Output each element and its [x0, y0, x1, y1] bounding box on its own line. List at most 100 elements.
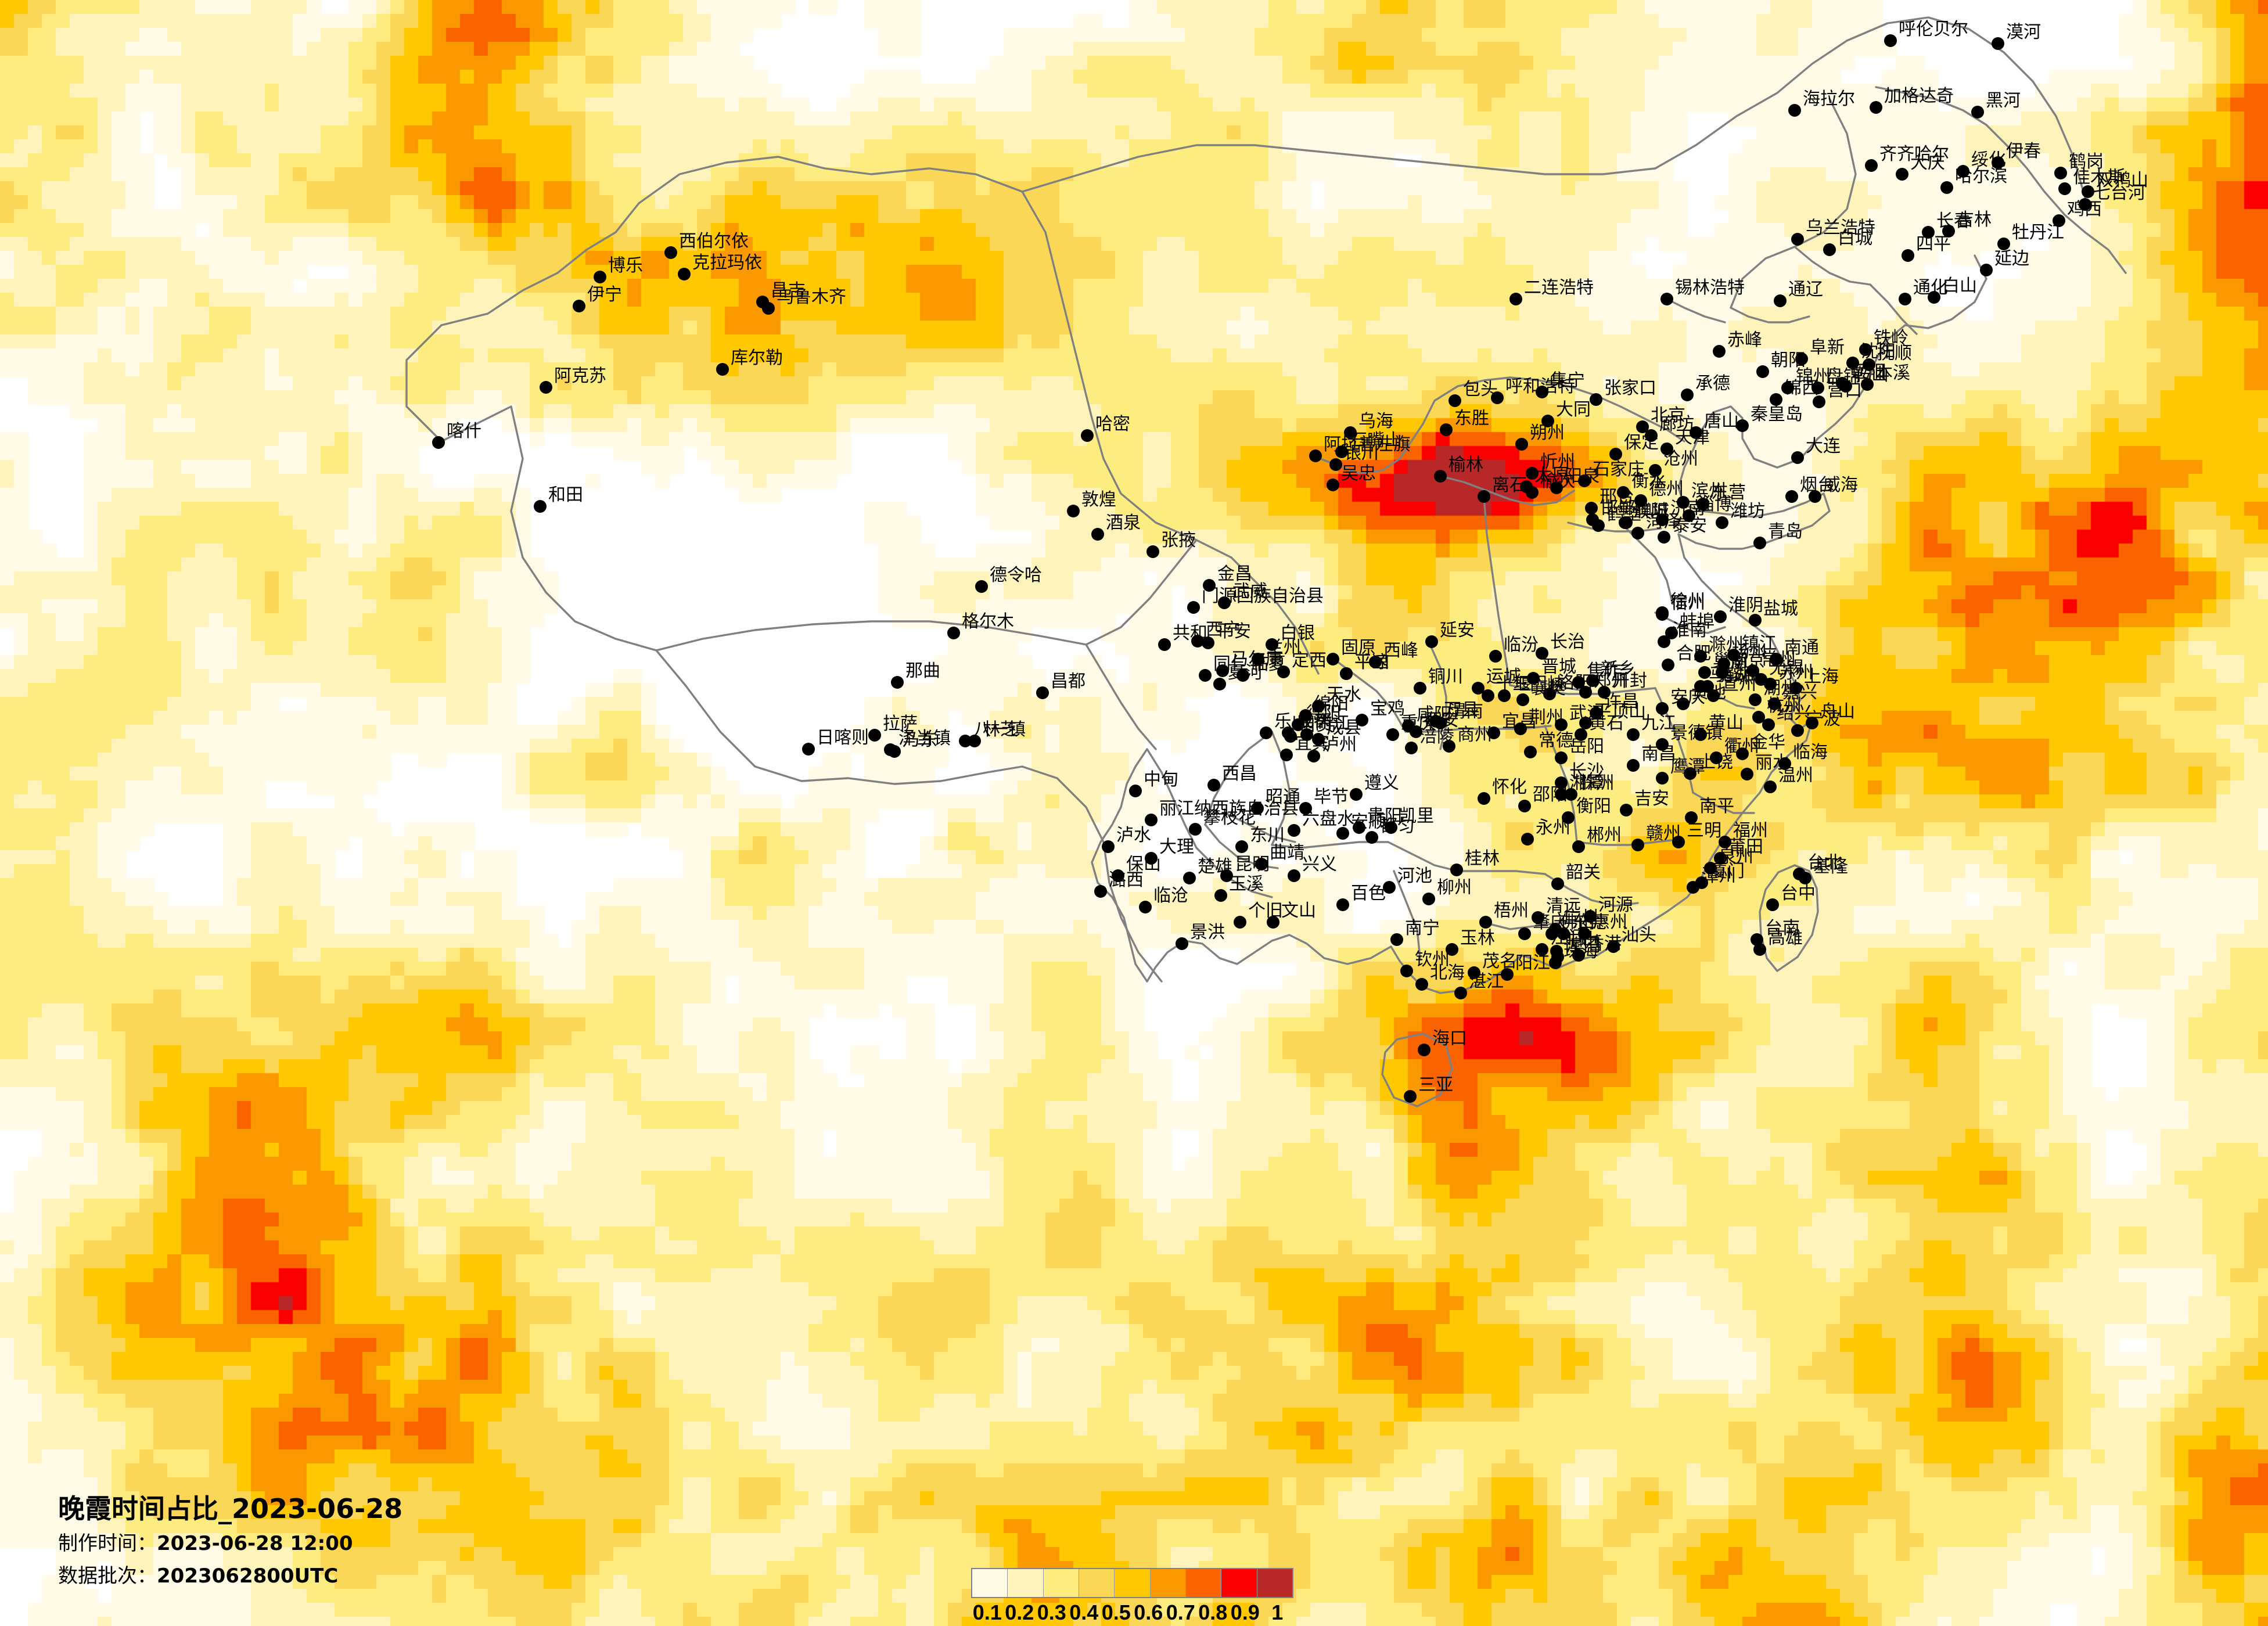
- city-label: 开封: [1612, 671, 1647, 691]
- city-dot-icon: [1660, 443, 1673, 455]
- city-label: 涪陵: [1419, 726, 1454, 747]
- city-dot-icon: [1677, 697, 1690, 710]
- city-label: 德阳: [1306, 703, 1341, 724]
- city-dot-icon: [1645, 429, 1658, 442]
- city-dot-icon: [1636, 420, 1649, 433]
- boundary-path: [1428, 641, 1447, 750]
- city-dot-icon: [1176, 937, 1188, 950]
- city-label: 鹤岗: [2069, 152, 2104, 172]
- city-dot-icon: [1216, 664, 1229, 677]
- city-label: 梧州: [1494, 901, 1529, 921]
- city-dot-icon: [1094, 885, 1107, 898]
- city-label: 大庆: [1910, 153, 1945, 173]
- city-dot-icon: [1586, 674, 1599, 687]
- city-dot-icon: [1129, 785, 1142, 797]
- city-dot-icon: [1631, 839, 1644, 851]
- production-time-label: 制作时间：: [58, 1531, 157, 1555]
- city-label: 白山: [1942, 276, 1977, 296]
- city-dot-icon: [1694, 728, 1707, 741]
- city-dot-icon: [1300, 728, 1313, 741]
- city-dot-icon: [1515, 438, 1528, 451]
- city-label: 滨州: [1691, 481, 1726, 501]
- city-dot-icon: [1356, 714, 1368, 726]
- boundary-path: [405, 156, 1023, 443]
- city-dot-icon: [1191, 635, 1204, 647]
- city-dot-icon: [1562, 811, 1575, 824]
- city-label: 温州: [1778, 765, 1813, 786]
- city-label: 铁岭: [1874, 328, 1908, 348]
- city-dot-icon: [1487, 726, 1500, 739]
- boundary-path: [1654, 16, 2086, 199]
- city-dot-icon: [1789, 682, 1802, 695]
- boundary-path: [1817, 254, 1987, 440]
- city-label: 金华: [1751, 732, 1785, 753]
- city-dot-icon: [802, 743, 815, 756]
- city-label: 郴州: [1587, 825, 1622, 846]
- city-label: 汕头: [1622, 925, 1656, 945]
- city-label: 银川: [1344, 443, 1379, 463]
- city-dot-icon: [1551, 951, 1564, 963]
- city-label: 漠河: [2006, 22, 2041, 42]
- city-dot-icon: [1543, 688, 1556, 700]
- city-dot-icon: [1870, 101, 1882, 114]
- city-label: 镇江: [1742, 634, 1777, 654]
- city-dot-icon: [1526, 486, 1539, 499]
- city-dot-icon: [1799, 872, 1811, 884]
- city-dot-icon: [1584, 910, 1597, 923]
- city-dot-icon: [1684, 767, 1696, 780]
- city-dot-icon: [1940, 181, 1953, 194]
- boundary-path: [1146, 748, 1198, 849]
- city-dot-icon: [1203, 579, 1216, 592]
- city-dot-icon: [1681, 388, 1694, 401]
- city-dot-icon: [975, 580, 988, 593]
- city-label: 吴忠: [1341, 463, 1376, 484]
- city-label: 克拉玛依: [692, 253, 762, 273]
- city-label: 天水: [1327, 685, 1361, 705]
- city-label: 宝鸡: [1370, 699, 1405, 719]
- city-dot-icon: [1677, 496, 1690, 509]
- city-dot-icon: [2082, 185, 2094, 198]
- boundary-path: [1875, 86, 2127, 274]
- city-dot-icon: [2053, 214, 2065, 227]
- boundary-path: [1422, 376, 1595, 425]
- city-dot-icon: [2054, 167, 2067, 179]
- city-label: 湘潭: [1569, 773, 1604, 793]
- city-label: 常德: [1539, 731, 1573, 751]
- city-dot-icon: [1516, 693, 1529, 706]
- city-label: 加格达奇: [1884, 86, 1954, 106]
- city-label: 八一镇: [973, 720, 1026, 740]
- city-label: 基隆: [1813, 857, 1848, 877]
- city-label: 承德: [1695, 373, 1730, 394]
- city-label: 德州: [1649, 479, 1684, 499]
- city-dot-icon: [1685, 811, 1698, 824]
- city-label: 西昌: [1222, 764, 1257, 784]
- city-dot-icon: [1299, 802, 1312, 815]
- city-label: 贵池: [1691, 682, 1726, 703]
- city-label: 赤峰: [1727, 330, 1762, 350]
- boundary-path: [1224, 812, 1296, 843]
- city-dot-icon: [1861, 378, 1874, 391]
- city-dot-icon: [1327, 653, 1339, 665]
- city-label: 金昌: [1217, 564, 1252, 584]
- city-label: 博乐: [608, 256, 643, 276]
- city-label: 西峰: [1383, 641, 1418, 661]
- city-dot-icon: [2079, 198, 2091, 211]
- city-label: 苏州: [1778, 663, 1813, 683]
- city-label: 岳阳: [1569, 736, 1604, 757]
- city-dot-icon: [1863, 358, 1875, 371]
- city-dot-icon: [1468, 966, 1480, 979]
- city-label: 长沙: [1569, 761, 1604, 782]
- city-dot-icon: [1404, 1090, 1417, 1103]
- city-dot-icon: [1557, 927, 1570, 940]
- city-dot-icon: [1696, 498, 1709, 510]
- boundary-path: [1544, 725, 1578, 843]
- city-dot-icon: [1498, 689, 1511, 702]
- city-dot-icon: [1751, 933, 1763, 946]
- city-label: 日喀则: [817, 728, 869, 748]
- city-dot-icon: [1478, 792, 1490, 805]
- city-label: 洛阳: [1558, 672, 1593, 693]
- city-dot-icon: [1714, 610, 1727, 623]
- boundary-path: [1869, 283, 1918, 335]
- boundary-path: [510, 405, 657, 652]
- city-dot-icon: [1386, 728, 1399, 741]
